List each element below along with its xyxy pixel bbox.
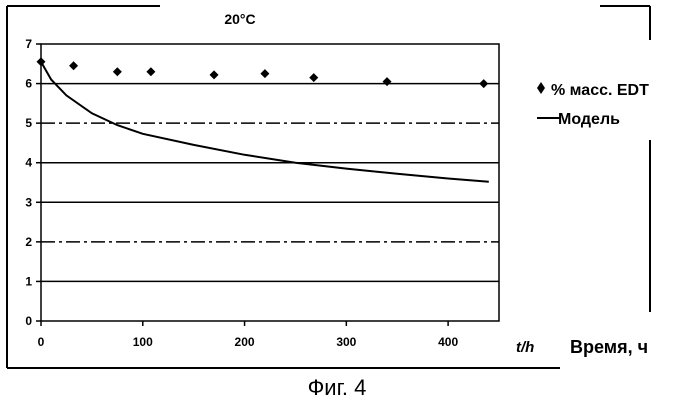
x-tick-label: 200 xyxy=(235,335,255,349)
edt-data-point xyxy=(383,77,392,86)
legend: % масс. EDT Модель xyxy=(537,82,649,128)
legend-diamond-icon xyxy=(537,82,545,94)
outer-frame xyxy=(7,6,650,368)
plot-area xyxy=(41,44,499,321)
edt-data-point xyxy=(69,61,78,70)
edt-data-point xyxy=(37,57,46,66)
y-tick-labels: 0 1 2 3 4 5 6 7 xyxy=(25,37,41,328)
y-tick-label: 6 xyxy=(25,77,32,91)
x-tick-label: 300 xyxy=(336,335,356,349)
figure-caption: Фиг. 4 xyxy=(308,375,367,400)
y-tick-label: 5 xyxy=(25,116,32,130)
x-unit-label: t/h xyxy=(516,339,534,356)
grid-lines xyxy=(41,84,499,282)
x-tick-labels: 0 100 200 300 400 xyxy=(38,321,459,349)
edt-data-point xyxy=(309,73,318,82)
edt-data-point xyxy=(210,70,219,79)
chart-title: 20°C xyxy=(224,11,255,27)
x-tick-label: 400 xyxy=(438,335,458,349)
legend-label-model: Модель xyxy=(558,111,620,128)
x-tick-label: 100 xyxy=(133,335,153,349)
y-tick-label: 4 xyxy=(25,156,32,170)
model-line xyxy=(41,62,489,182)
y-tick-label: 0 xyxy=(25,314,32,328)
x-axis-label: Время, ч xyxy=(570,337,648,357)
edt-data-point xyxy=(260,69,269,78)
edt-data-point xyxy=(479,79,488,88)
x-tick-label: 0 xyxy=(38,335,45,349)
y-tick-label: 3 xyxy=(25,195,32,209)
edt-data-point xyxy=(113,67,122,76)
edt-data-point xyxy=(146,67,155,76)
y-tick-label: 7 xyxy=(25,37,32,51)
model-series xyxy=(41,62,489,182)
y-tick-label: 2 xyxy=(25,235,32,249)
legend-label-edt: % масс. EDT xyxy=(551,82,649,99)
y-tick-label: 1 xyxy=(25,274,32,288)
